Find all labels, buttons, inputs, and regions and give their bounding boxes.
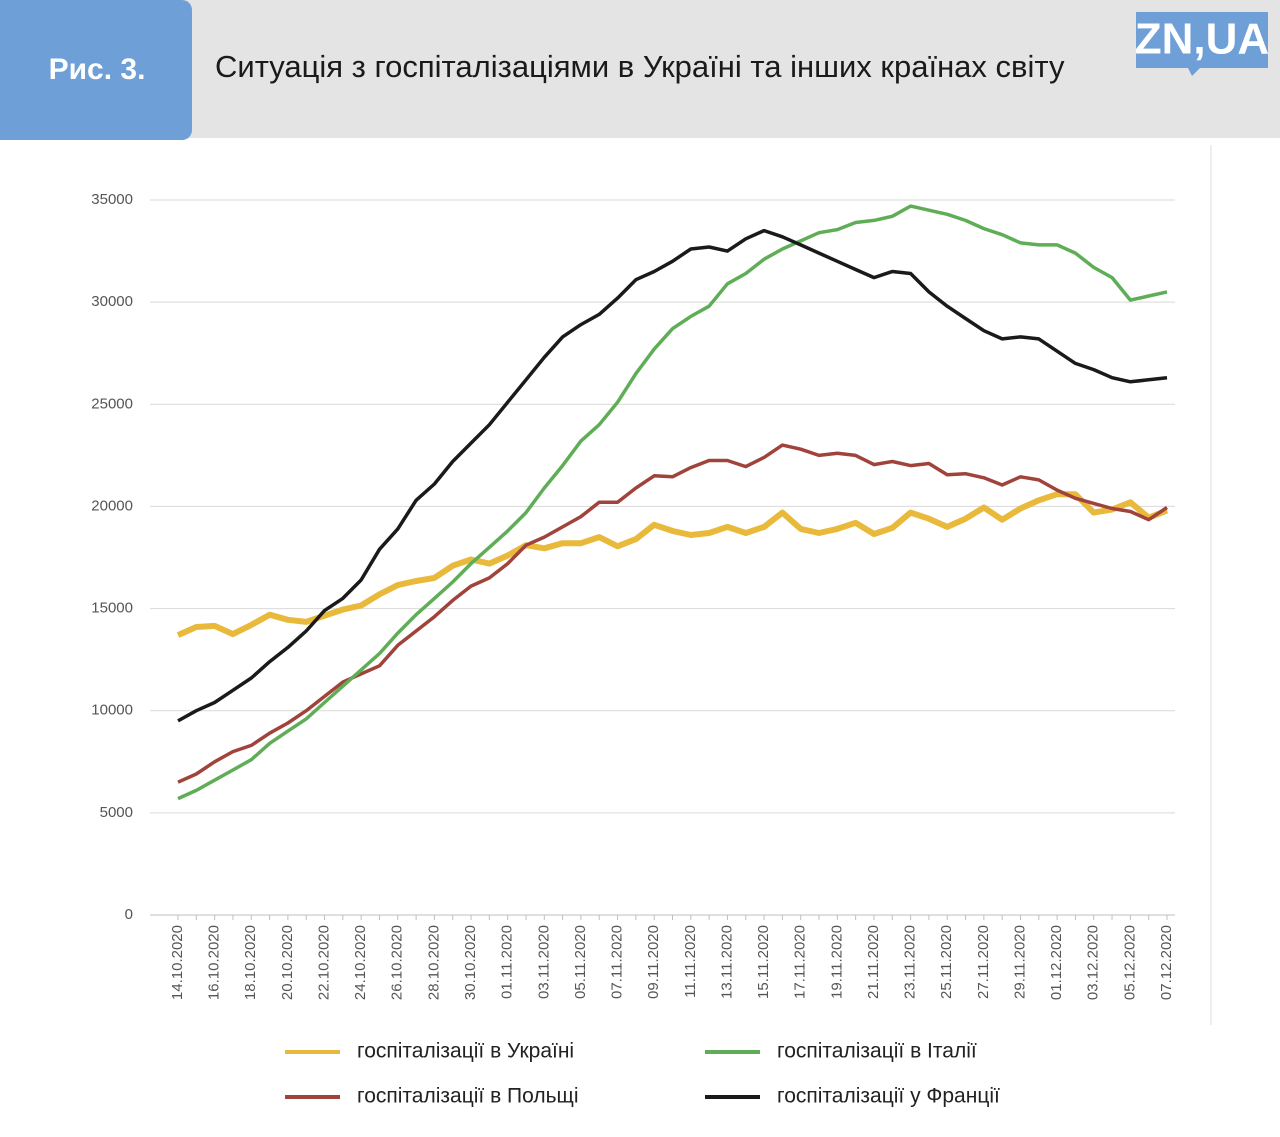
- x-tick-label: 07.12.2020: [1158, 925, 1175, 1000]
- x-tick-label: 28.10.2020: [425, 925, 442, 1000]
- x-tick-label: 21.11.2020: [865, 925, 882, 999]
- x-tick-label: 24.10.2020: [352, 925, 369, 1000]
- x-tick-label: 19.11.2020: [828, 925, 845, 999]
- x-tick-label: 14.10.2020: [169, 925, 186, 1000]
- header-title: Ситуація з госпіталізаціями в Україні та…: [215, 49, 1065, 84]
- header-bar: [0, 0, 1280, 138]
- logo-box: [1136, 12, 1268, 68]
- series-line: [176, 491, 1169, 638]
- x-tick-label: 07.11.2020: [609, 925, 626, 999]
- x-tick-label: 05.12.2020: [1121, 925, 1138, 1000]
- y-tick-label: 5000: [100, 804, 133, 821]
- x-tick-label: 01.11.2020: [499, 925, 516, 999]
- x-tick-label: 26.10.2020: [389, 925, 406, 1000]
- x-tick-label: 03.12.2020: [1085, 925, 1102, 1000]
- y-tick-label: 30000: [91, 293, 133, 310]
- x-tick-label: 01.12.2020: [1048, 925, 1065, 1000]
- y-tick-label: 10000: [91, 702, 133, 719]
- x-tick-label: 29.11.2020: [1011, 925, 1028, 999]
- x-tick-label: 03.11.2020: [535, 925, 552, 999]
- y-tick-label: 0: [125, 906, 133, 923]
- logo: ZN,UA: [1135, 15, 1269, 64]
- legend-label: госпіталізації в Польщі: [357, 1085, 579, 1108]
- figure-label: Рис. 3.: [49, 53, 146, 86]
- figure-box-edge: [0, 0, 40, 140]
- x-tick-label: 25.11.2020: [938, 925, 955, 999]
- logo-tail: [1188, 68, 1200, 76]
- x-tick-label: 15.11.2020: [755, 925, 772, 999]
- x-tick-label: 13.11.2020: [718, 925, 735, 999]
- x-tick-label: 17.11.2020: [792, 925, 809, 999]
- y-tick-label: 20000: [91, 497, 133, 514]
- x-tick-label: 18.10.2020: [242, 925, 259, 1000]
- x-tick-label: 09.11.2020: [645, 925, 662, 999]
- series-line: [177, 204, 1168, 801]
- x-tick-label: 22.10.2020: [315, 925, 332, 1000]
- x-tick-label: 16.10.2020: [206, 925, 223, 1000]
- y-tick-label: 25000: [91, 395, 133, 412]
- x-tick-label: 11.11.2020: [682, 925, 699, 998]
- legend-label: госпіталізації в Україні: [357, 1040, 574, 1063]
- x-tick-label: 30.10.2020: [462, 925, 479, 1000]
- series-line: [177, 228, 1168, 723]
- x-tick-label: 27.11.2020: [975, 925, 992, 999]
- x-tick-label: 05.11.2020: [572, 925, 589, 999]
- y-tick-label: 35000: [91, 191, 133, 208]
- legend-label: госпіталізації в Італії: [777, 1040, 977, 1063]
- figure-box: [0, 0, 192, 140]
- series-line: [177, 443, 1168, 784]
- x-tick-label: 20.10.2020: [279, 925, 296, 1000]
- legend-label: госпіталізації у Франції: [777, 1085, 1000, 1108]
- x-tick-label: 23.11.2020: [902, 925, 919, 999]
- y-tick-label: 15000: [91, 600, 133, 617]
